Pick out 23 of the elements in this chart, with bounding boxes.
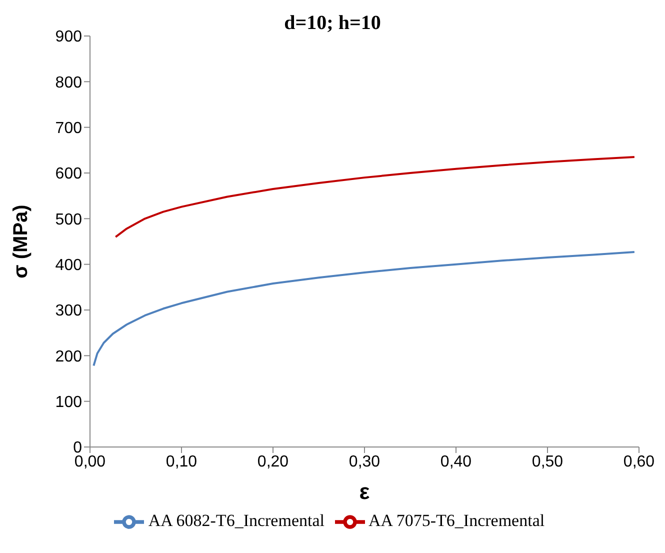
x-tick-label: 0,20 — [257, 453, 289, 470]
chart-title: d=10; h=10 — [284, 12, 381, 34]
y-tick-label: 100 — [55, 394, 82, 412]
legend-label: AA 6082-T6_Incremental — [148, 510, 324, 530]
line-series — [114, 156, 636, 238]
y-tick-label: 300 — [55, 302, 82, 320]
y-tick-label: 900 — [55, 28, 82, 46]
x-tick-label: 0,50 — [532, 453, 564, 470]
y-axis-title: σ (MPa) — [10, 204, 32, 278]
x-tick-label: 0,10 — [166, 453, 198, 470]
x-tick-label: 0,30 — [348, 453, 380, 470]
line-series — [92, 251, 636, 367]
x-tick-label: 0,40 — [440, 453, 472, 470]
legend-label: AA 7075-T6_Incremental — [368, 510, 545, 530]
y-tick-label: 400 — [55, 257, 82, 274]
x-axis-title: ε — [359, 479, 370, 504]
x-tick-label: 0,00 — [74, 453, 106, 470]
y-tick-label: 200 — [55, 348, 82, 366]
y-tick-label: 600 — [55, 166, 82, 183]
y-tick-label: 700 — [55, 120, 82, 138]
x-tick-label: 0,60 — [623, 453, 655, 470]
y-tick-label: 500 — [55, 211, 82, 228]
y-tick-label: 800 — [55, 74, 82, 92]
